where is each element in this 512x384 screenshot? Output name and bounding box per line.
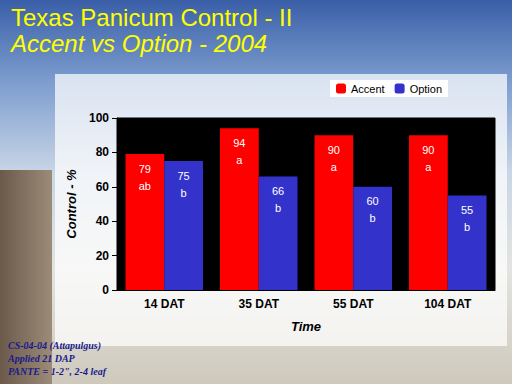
svg-text:35 DAT: 35 DAT — [239, 297, 280, 311]
svg-text:100: 100 — [89, 111, 109, 125]
svg-text:66: 66 — [272, 185, 284, 197]
svg-text:Accent vs Option - 2004: Accent vs Option - 2004 — [9, 30, 267, 57]
svg-text:CS-04-04 (Attapulgus): CS-04-04 (Attapulgus) — [8, 340, 101, 352]
svg-text:a: a — [236, 154, 243, 166]
svg-text:b: b — [370, 212, 376, 224]
svg-text:Texas Panicum Control - II: Texas Panicum Control - II — [11, 4, 292, 31]
svg-text:14 DAT: 14 DAT — [144, 297, 185, 311]
svg-text:PANTE = 1-2", 2-4 leaf: PANTE = 1-2", 2-4 leaf — [8, 366, 108, 377]
svg-text:55: 55 — [461, 204, 473, 216]
svg-text:a: a — [425, 161, 432, 173]
svg-text:40: 40 — [96, 214, 110, 228]
svg-text:75: 75 — [177, 170, 189, 182]
svg-text:0: 0 — [102, 283, 109, 297]
svg-text:90: 90 — [328, 144, 340, 156]
svg-text:Option: Option — [410, 83, 442, 95]
svg-text:20: 20 — [96, 249, 110, 263]
svg-text:90: 90 — [422, 144, 434, 156]
svg-text:55 DAT: 55 DAT — [333, 297, 374, 311]
svg-text:Applied 21 DAP: Applied 21 DAP — [7, 353, 76, 364]
svg-text:Control - %: Control - % — [64, 169, 79, 239]
svg-text:Time: Time — [291, 319, 321, 334]
svg-text:80: 80 — [96, 145, 110, 159]
svg-text:b: b — [464, 221, 470, 233]
svg-text:60: 60 — [366, 195, 378, 207]
svg-text:b: b — [275, 202, 281, 214]
svg-text:Accent: Accent — [351, 83, 385, 95]
svg-text:a: a — [331, 161, 338, 173]
svg-text:104 DAT: 104 DAT — [424, 297, 472, 311]
svg-text:60: 60 — [96, 180, 110, 194]
svg-text:79: 79 — [139, 163, 151, 175]
svg-text:ab: ab — [139, 180, 151, 192]
svg-text:b: b — [181, 187, 187, 199]
svg-text:94: 94 — [233, 137, 245, 149]
